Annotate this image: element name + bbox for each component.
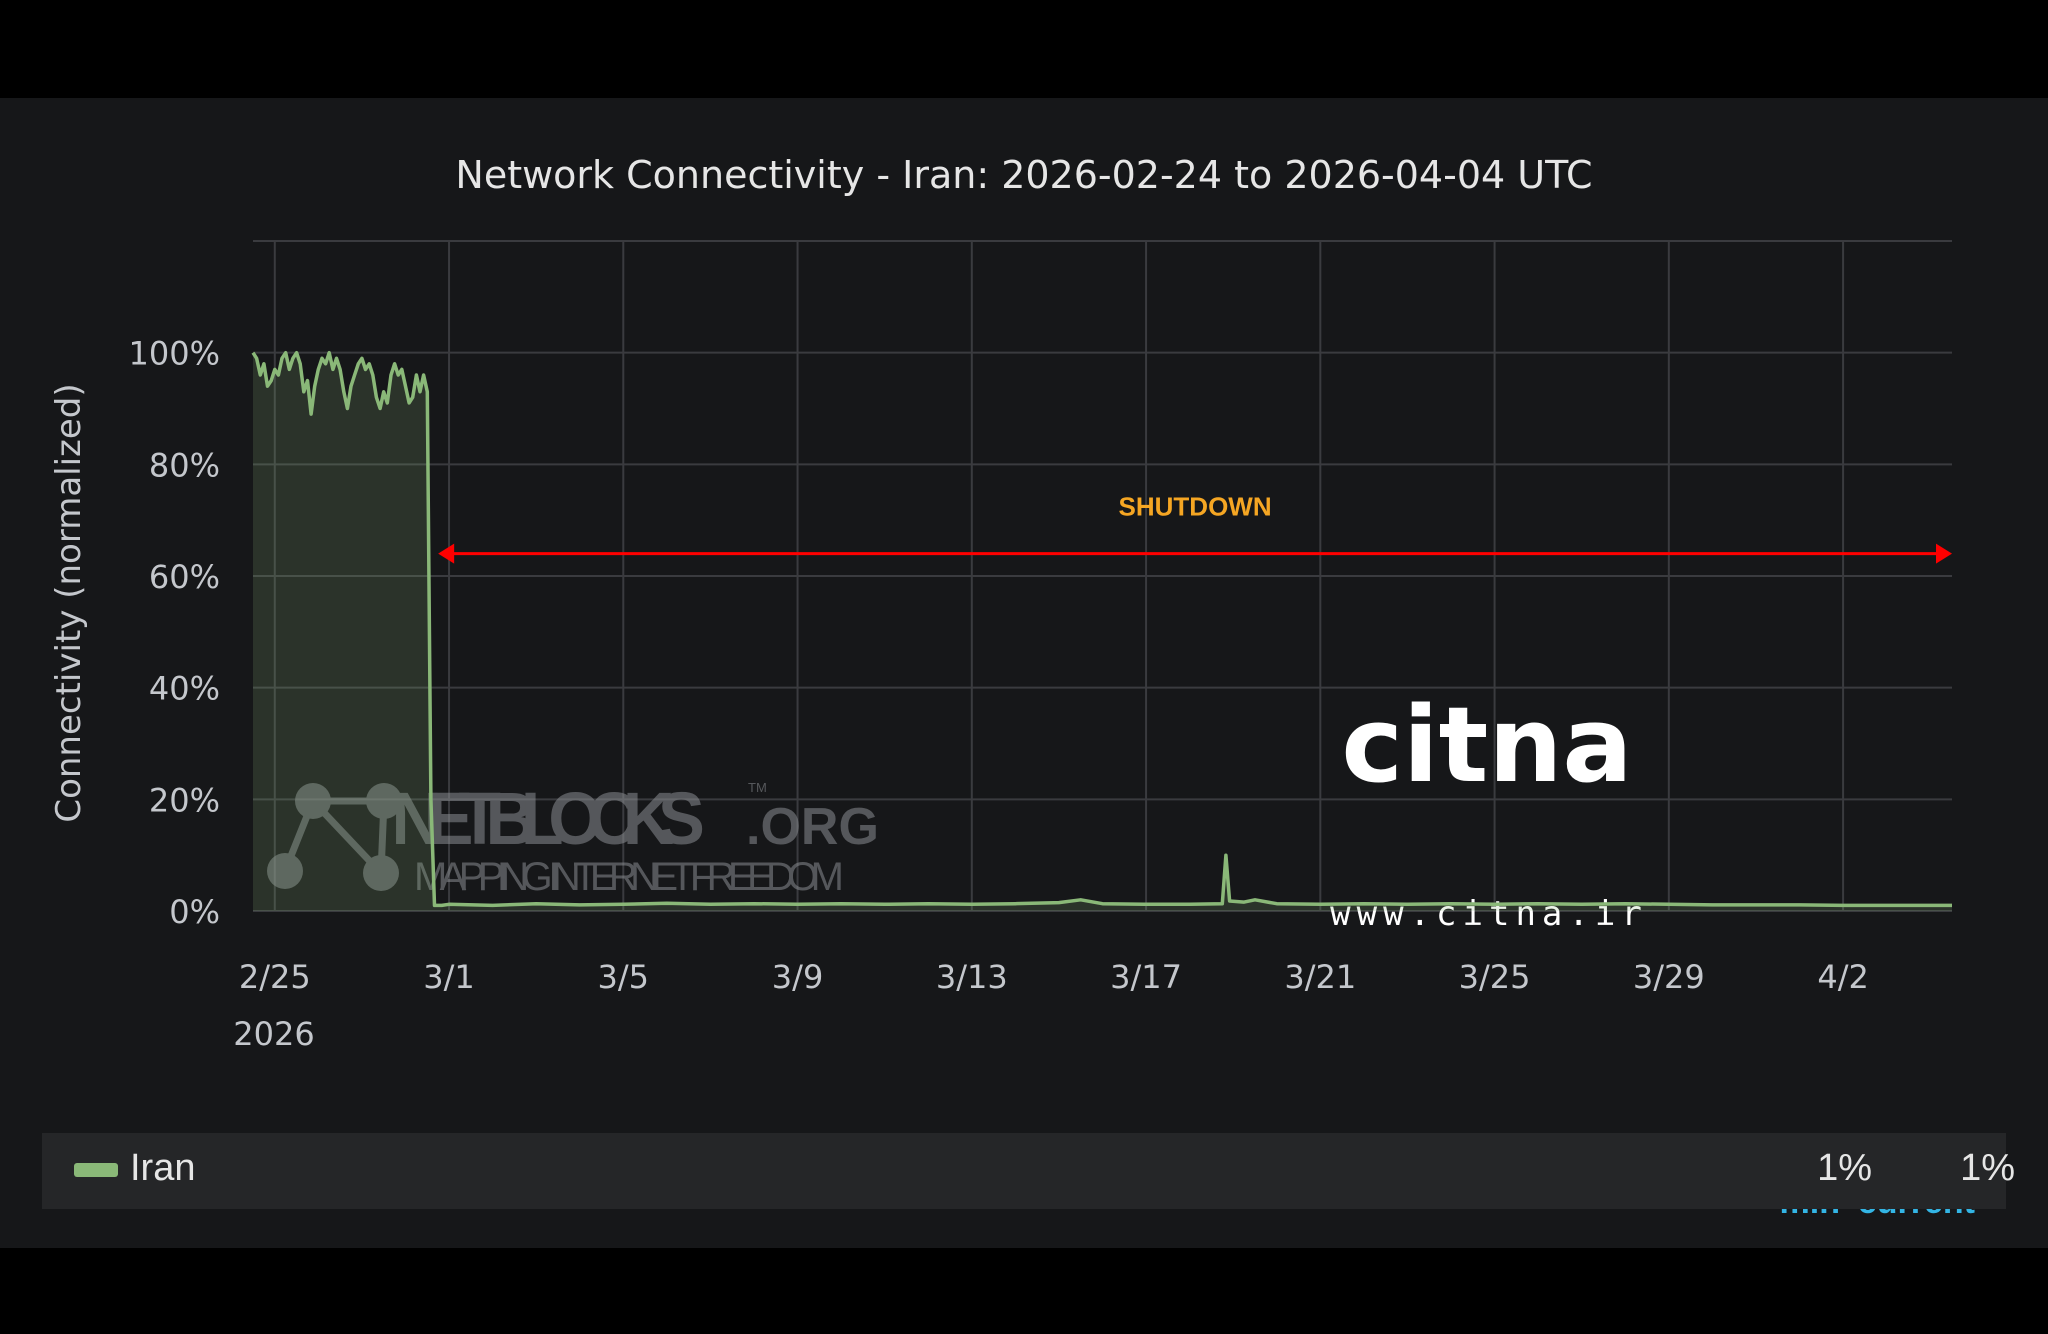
x-tick-label: 3/21 bbox=[1284, 958, 1356, 996]
x-axis-ticks: 2/25 3/1 3/5 3/9 3/13 3/17 3/21 3/25 3/29 4/2 bbox=[239, 958, 1869, 996]
x-tick-label: 3/29 bbox=[1633, 958, 1705, 996]
x-tick-label: 3/13 bbox=[936, 958, 1008, 996]
chart-panel: Network Connectivity - Iran: 2026-02-24 … bbox=[0, 98, 2048, 1248]
grid-lines bbox=[253, 240, 1952, 912]
chart-title: Network Connectivity - Iran: 2026-02-24 … bbox=[455, 153, 1592, 197]
x-axis-year-label: 2026 bbox=[233, 1015, 314, 1053]
chart-svg: Network Connectivity - Iran: 2026-02-24 … bbox=[49, 153, 1952, 1053]
x-tick-label: 3/1 bbox=[423, 958, 475, 996]
y-axis-ticks: 0% 20% 40% 60% 80% 100% bbox=[129, 335, 220, 931]
netblocks-watermark: NETBLOCKS .ORG TM MAPPING INTERNET FREED… bbox=[267, 778, 879, 899]
shutdown-label: SHUTDOWN bbox=[1119, 492, 1272, 522]
y-tick-label: 0% bbox=[169, 893, 220, 931]
x-tick-label: 3/17 bbox=[1110, 958, 1182, 996]
y-tick-label: 60% bbox=[149, 558, 220, 596]
series-area-fill bbox=[253, 352, 1952, 911]
legend-swatch bbox=[74, 1163, 118, 1177]
x-tick-label: 3/25 bbox=[1459, 958, 1531, 996]
citna-logo-text: citna bbox=[1341, 684, 1632, 806]
legend-current-value: 1% bbox=[1960, 1147, 2015, 1189]
legend-row-iran[interactable]: Iran 1% 1% bbox=[42, 1133, 2015, 1209]
netblocks-logo-icon bbox=[267, 783, 402, 891]
y-axis-label: Connectivity (normalized) bbox=[49, 383, 89, 822]
netblocks-tagline: MAPPING INTERNET FREEDOM bbox=[414, 855, 844, 899]
y-tick-label: 20% bbox=[149, 781, 220, 819]
y-tick-label: 100% bbox=[129, 335, 220, 373]
netblocks-tm: TM bbox=[748, 780, 767, 795]
series-area bbox=[253, 352, 1952, 911]
citna-url: www.citna.ir bbox=[1330, 894, 1648, 934]
x-tick-label: 3/5 bbox=[598, 958, 650, 996]
legend-series-name[interactable]: Iran bbox=[130, 1147, 196, 1189]
x-tick-label: 3/9 bbox=[772, 958, 824, 996]
shutdown-arrow-head-right bbox=[1936, 543, 1952, 564]
series-lines bbox=[251, 350, 1952, 908]
netblocks-name: NETBLOCKS bbox=[391, 778, 704, 860]
legend-min-value: 1% bbox=[1817, 1147, 1872, 1189]
annotations: SHUTDOWN bbox=[438, 492, 1952, 564]
y-tick-label: 80% bbox=[149, 446, 220, 484]
x-tick-label: 2/25 bbox=[239, 958, 311, 996]
citna-watermark: citna www.citna.ir bbox=[1330, 684, 1648, 934]
series-line bbox=[251, 350, 1952, 908]
shutdown-arrow-head-left bbox=[438, 543, 455, 564]
netblocks-tld: .ORG bbox=[746, 798, 879, 856]
x-tick-label: 4/2 bbox=[1817, 958, 1869, 996]
y-tick-label: 40% bbox=[149, 670, 220, 708]
